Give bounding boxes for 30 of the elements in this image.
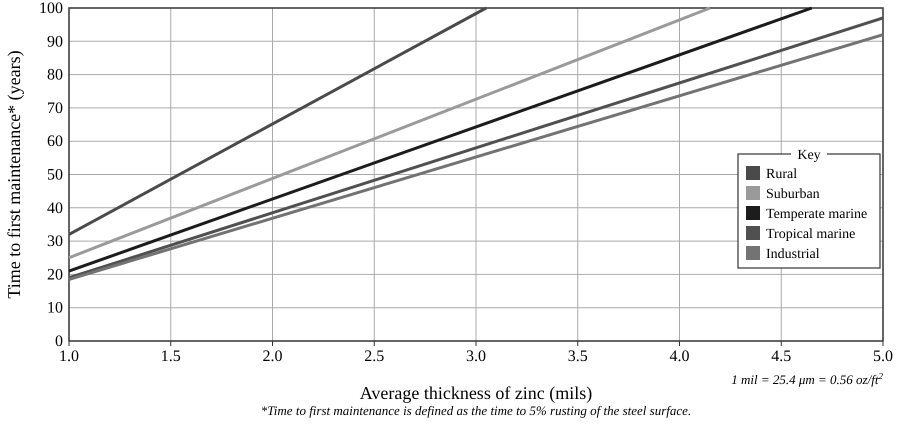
legend-label: Suburban — [766, 187, 820, 202]
y-tick-label: 50 — [47, 166, 63, 184]
x-tick-label: 4.0 — [670, 348, 690, 365]
x-tick-label: 3.0 — [466, 348, 486, 365]
text: *Time to first maintenance is defined as the time to 5% rusting of the steel surface. — [260, 403, 692, 418]
x-tick-label: 1.5 — [160, 348, 181, 365]
x-axis-title: Average thickness of zinc (mils) — [360, 383, 592, 403]
x-tick-label: 3.5 — [568, 348, 588, 365]
text: 1 mil = 25.4 μm = 0.56 oz/ft$^{2}$ — [731, 371, 884, 387]
legend-label: Industrial — [766, 247, 820, 262]
legend-title: Key — [797, 148, 821, 163]
y-tick-label: 70 — [47, 100, 63, 117]
y-tick-label: 80 — [47, 66, 63, 84]
y-tick-label: 40 — [47, 200, 63, 217]
y-tick-label: 60 — [47, 133, 63, 150]
legend-label: Temperate marine — [766, 207, 868, 222]
x-tick-label: 2.5 — [364, 348, 384, 365]
x-tick-label: 5.0 — [873, 348, 893, 365]
y-tick-label: 0 — [55, 333, 63, 350]
x-tick-label: 2.0 — [262, 348, 282, 365]
y-tick-label: 90 — [47, 33, 63, 50]
y-axis-title: Time to first maintenance* (years) — [4, 50, 24, 299]
y-tick-label: 20 — [47, 266, 63, 284]
y-tick-label: 10 — [47, 300, 63, 317]
x-tick-label: 1.0 — [59, 348, 79, 365]
x-tick-label: 4.5 — [771, 348, 792, 365]
legend-label: Tropical marine — [766, 227, 856, 242]
y-tick-label: 100 — [39, 0, 63, 17]
y-tick-label: 30 — [47, 233, 63, 250]
legend-label: Rural — [766, 167, 798, 182]
